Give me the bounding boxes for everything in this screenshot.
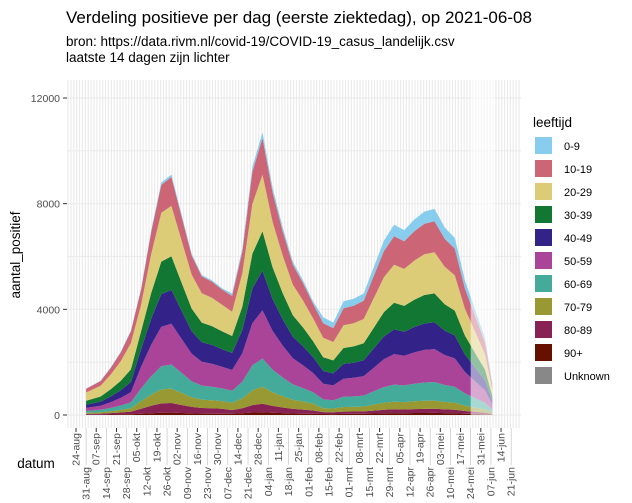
y-tick-label: 12000: [31, 93, 60, 105]
legend-key: [535, 252, 552, 269]
x-tick-label: 16-nov: [192, 432, 204, 465]
x-tick-label: 21-dec: [243, 467, 255, 499]
legend: leeftijd 0-9 10-19 20-29 30-39 40-49 50-59 60-…: [533, 115, 610, 384]
legend-key: [535, 298, 552, 315]
x-tick-label: 26-apr: [425, 467, 437, 498]
x-tick-label: 09-nov: [182, 466, 194, 499]
x-tick-label: 26-okt: [162, 467, 174, 496]
area-60-69: [86, 358, 493, 413]
area-70-79: [86, 386, 493, 414]
x-tick-label: 28-sep: [121, 467, 133, 499]
chart-title: Verdeling positieve per dag (eerste ziek…: [66, 8, 532, 27]
legend-label: 10-19: [564, 164, 592, 176]
x-tick-label: 08-mrt: [354, 433, 366, 463]
y-tick-label: 4000: [37, 304, 61, 316]
area-90plus: [86, 412, 493, 415]
legend-label: 70-79: [564, 302, 592, 314]
x-tick-label: 15-mrt: [364, 467, 376, 497]
y-tick-label: 8000: [37, 199, 61, 211]
x-tick-label: 18-jan: [283, 467, 295, 496]
area-40-49: [86, 270, 493, 408]
stacked-areas: [86, 132, 493, 415]
legend-key: [535, 275, 552, 292]
x-tick-label: 29-mrt: [384, 467, 396, 497]
x-tick-label: 19-okt: [152, 433, 164, 462]
legend-label: 80-89: [564, 325, 592, 337]
legend-key: [535, 344, 552, 361]
x-tick-label: 04-jan: [263, 467, 275, 496]
y-tick-label: 0: [54, 410, 60, 422]
legend-key: [535, 206, 552, 223]
x-tick-label: 03-mei: [435, 433, 447, 465]
x-tick-label: 12-okt: [141, 467, 153, 496]
x-tick-label: 21-jun: [506, 467, 518, 496]
x-tick-label: 25-jan: [293, 433, 305, 462]
area-10-19: [86, 138, 493, 393]
x-tick-label: 10-mei: [445, 467, 457, 499]
legend-key: [535, 183, 552, 200]
legend-key: [535, 160, 552, 177]
x-tick-label: 22-mrt: [374, 433, 386, 463]
area-30-39: [86, 231, 493, 405]
legend-label: Unknown: [564, 371, 610, 383]
x-tick-label: 31-aug: [81, 467, 93, 500]
x-tick-label: 05-okt: [131, 433, 143, 462]
x-tick-label: 15-feb: [324, 467, 336, 497]
x-tick-label: 01-feb: [303, 467, 315, 497]
legend-label: 50-59: [564, 256, 592, 268]
x-tick-label: 07-dec: [222, 467, 234, 499]
chart-subtitle-source: bron: https://data.rivm.nl/covid-19/COVI…: [66, 34, 455, 49]
x-tick-label: 17-mei: [455, 433, 467, 465]
x-tick-label: 07-jun: [485, 467, 497, 496]
x-tick-label: 24-mei: [465, 467, 477, 499]
x-tick-label: 23-nov: [202, 466, 214, 499]
x-tick-label: 28-dec: [253, 433, 265, 465]
area-20-29: [86, 174, 493, 401]
legend-label: 30-39: [564, 210, 592, 222]
x-tick-label: 12-apr: [405, 467, 417, 498]
x-axis-title: datum: [17, 456, 55, 471]
legend-label: 20-29: [564, 187, 592, 199]
legend-label: 40-49: [564, 233, 592, 245]
legend-title: leeftijd: [533, 115, 572, 130]
x-tick-label: 14-jun: [496, 433, 508, 462]
legend-key: [535, 321, 552, 338]
x-tick-label: 24-aug: [71, 433, 83, 466]
legend-label: 0-9: [564, 141, 580, 153]
legend-key: [535, 229, 552, 246]
x-tick-label: 14-dec: [232, 433, 244, 465]
y-axis: 0 4000 8000 12000: [31, 93, 67, 422]
x-tick-label: 14-sep: [101, 467, 113, 499]
x-tick-label: 11-jan: [273, 433, 285, 462]
x-tick-label: 08-feb: [313, 433, 325, 463]
chart-subtitle-note: laatste 14 dagen zijn lichter: [66, 50, 230, 65]
x-tick-label: 01-mrt: [344, 467, 356, 497]
x-tick-label: 30-nov: [212, 432, 224, 465]
area-50-59: [86, 310, 493, 411]
legend-key: [535, 367, 552, 384]
x-tick-label: 19-apr: [415, 433, 427, 464]
last-14-days-lighter-overlay: [470, 80, 495, 415]
legend-label: 60-69: [564, 279, 592, 291]
x-tick-label: 22-feb: [334, 433, 346, 463]
y-axis-title: aantal_positief: [8, 211, 23, 298]
x-tick-label: 02-nov: [172, 432, 184, 465]
x-tick-label: 21-sep: [111, 433, 123, 465]
x-tick-label: 31-mei: [475, 433, 487, 465]
legend-label: 90+: [564, 348, 583, 360]
x-tick-label: 07-sep: [91, 433, 103, 465]
x-tick-label: 05-apr: [394, 433, 406, 464]
area-80-89: [86, 403, 493, 415]
legend-key: [535, 137, 552, 154]
